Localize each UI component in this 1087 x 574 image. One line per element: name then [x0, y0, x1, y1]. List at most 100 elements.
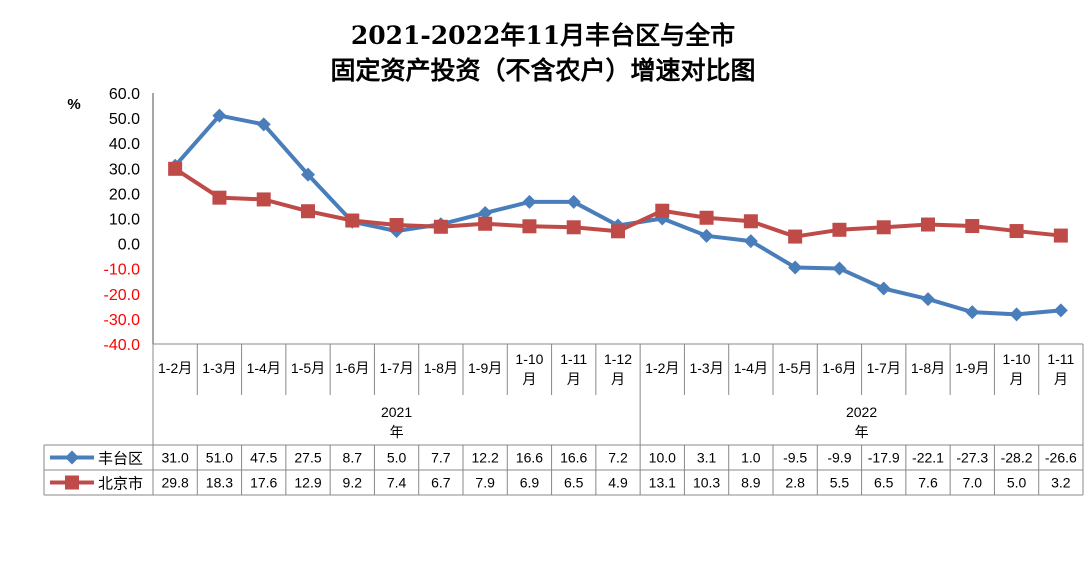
y-tick-label: -10.0: [104, 262, 141, 279]
table-cell: 8.9: [741, 475, 761, 491]
data-point-diamond: [788, 260, 803, 275]
table-cell: 16.6: [516, 450, 543, 466]
table-cell: 6.5: [564, 475, 584, 491]
data-point-diamond: [965, 305, 980, 320]
table-cell: -9.9: [827, 450, 851, 466]
table-cell: 31.0: [162, 450, 189, 466]
data-point-diamond: [301, 167, 315, 182]
x-tick-label: 1-2月: [645, 360, 679, 376]
x-tick-label: 1-4月: [247, 360, 281, 376]
legend-diamond-icon: [65, 450, 79, 465]
data-point-diamond: [478, 205, 493, 220]
x-tick-label: 1-7月: [379, 360, 413, 376]
data-point-square: [788, 229, 803, 244]
x-tick-label: 1-6月: [822, 360, 856, 376]
table-cell: 10.0: [649, 450, 676, 466]
chart-title-line-2: 固定资产投资（不含农户）增速对比图: [330, 56, 755, 85]
data-point-diamond: [921, 292, 935, 307]
year-label-2022: 2022年: [845, 404, 878, 440]
legend-label: 丰台区: [98, 451, 143, 468]
x-tick-label-suffix: 月: [1054, 371, 1068, 387]
table-cell: -26.6: [1045, 450, 1077, 466]
table-cell: 5.0: [1007, 475, 1027, 491]
table-cell: 3.2: [1051, 475, 1071, 491]
table-cell: 3.1: [697, 450, 717, 466]
data-point-square: [345, 213, 360, 228]
table-cell: -17.9: [868, 450, 900, 466]
x-tick-label-suffix: 月: [567, 371, 581, 387]
data-point-square: [256, 192, 271, 207]
data-point-square: [301, 204, 315, 219]
chart-title-line-1: 2021-2022年11月丰台区与全市: [351, 21, 735, 50]
data-point-square: [965, 219, 980, 234]
y-tick-label: -30.0: [104, 312, 141, 329]
table-cell: 4.9: [608, 475, 628, 491]
data-point-square: [389, 218, 404, 233]
table-cell: 16.6: [560, 450, 587, 466]
y-tick-label: 60.0: [109, 86, 140, 103]
table-cell: 5.0: [387, 450, 407, 466]
y-tick-label: -40.0: [104, 337, 141, 354]
x-tick-label: 1-3月: [689, 360, 723, 376]
table-cell: 6.9: [520, 475, 540, 491]
data-point-diamond: [743, 234, 758, 249]
table-cell: 13.1: [649, 475, 676, 491]
data-point-diamond: [832, 261, 847, 276]
data-point-square: [566, 220, 581, 235]
legend-label: 北京市: [98, 476, 143, 493]
x-tick-label: 1-6月: [335, 360, 369, 376]
table-cell: 8.7: [343, 450, 363, 466]
table-cell: 12.9: [294, 475, 321, 491]
data-point-diamond: [522, 194, 537, 209]
table-cell: 27.5: [294, 450, 321, 466]
table-cell: -22.1: [912, 450, 944, 466]
x-tick-label-suffix: 月: [1010, 371, 1024, 387]
table-cell: 10.3: [693, 475, 720, 491]
y-tick-label: 20.0: [109, 186, 140, 203]
data-point-square: [832, 222, 847, 237]
table-cell: 17.6: [250, 475, 277, 491]
data-point-square: [1009, 224, 1024, 239]
y-tick-label: 40.0: [109, 136, 140, 153]
table-cell: 1.0: [741, 450, 761, 466]
table-cell: 7.9: [475, 475, 495, 491]
x-tick-label: 1-10: [1003, 351, 1031, 367]
table-cell: 18.3: [206, 475, 233, 491]
table-cell: 9.2: [343, 475, 363, 491]
x-tick-label: 1-12: [604, 351, 632, 367]
x-tick-label: 1-4月: [734, 360, 768, 376]
y-tick-label: 10.0: [109, 212, 140, 229]
data-point-square: [699, 210, 714, 225]
data-point-square: [921, 217, 935, 232]
table-cell: -28.2: [1001, 450, 1033, 466]
x-tick-label: 1-11: [1047, 351, 1074, 367]
x-tick-label: 1-11: [560, 351, 587, 367]
data-point-diamond: [876, 281, 891, 296]
table-cell: 51.0: [206, 450, 233, 466]
data-point-square: [478, 216, 493, 231]
table-cell: 12.2: [472, 450, 499, 466]
table-cell: 7.4: [387, 475, 407, 491]
x-tick-label: 1-9月: [955, 360, 989, 376]
table-cell: -27.3: [956, 450, 988, 466]
data-point-square: [433, 219, 448, 234]
data-point-square: [743, 214, 758, 229]
x-tick-label-suffix: 月: [522, 371, 536, 387]
x-tick-label: 1-10: [515, 351, 543, 367]
data-point-diamond: [256, 117, 271, 132]
data-point-diamond: [1053, 303, 1068, 318]
x-tick-label: 1-7月: [867, 360, 901, 376]
x-tick-label: 1-2月: [158, 360, 192, 376]
x-tick-label: 1-3月: [202, 360, 236, 376]
data-point-diamond: [212, 108, 227, 123]
data-point-square: [611, 224, 625, 239]
data-point-square: [212, 190, 227, 205]
data-point-square: [1053, 228, 1068, 243]
y-tick-label: 0.0: [118, 237, 140, 254]
data-point-diamond: [566, 194, 581, 209]
table-cell: 7.2: [608, 450, 628, 466]
data-point-diamond: [699, 228, 714, 243]
y-tick-label: -20.0: [104, 287, 141, 304]
y-tick-label: 50.0: [109, 111, 140, 128]
